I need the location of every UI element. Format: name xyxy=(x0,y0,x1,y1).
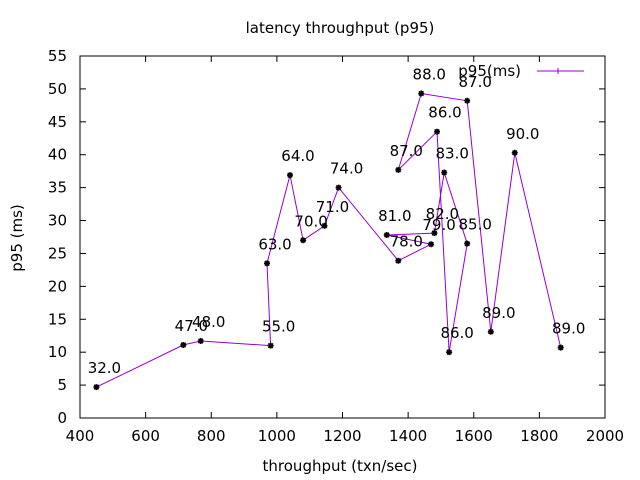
data-point xyxy=(418,90,425,97)
point-marker xyxy=(434,128,440,135)
data-label: 64.0 xyxy=(281,147,314,165)
data-label: 47.0 xyxy=(175,317,208,335)
x-tick-label: 2000 xyxy=(586,427,624,445)
point-marker xyxy=(335,184,342,191)
data-point xyxy=(197,337,204,344)
point-marker xyxy=(180,341,187,348)
data-point xyxy=(464,97,471,104)
data-point xyxy=(446,349,453,356)
data-label: 88.0 xyxy=(413,66,446,84)
y-tick-label: 55 xyxy=(48,47,67,65)
x-tick-label: 1200 xyxy=(323,427,361,445)
data-label: 74.0 xyxy=(330,160,363,178)
data-label: 32.0 xyxy=(88,359,121,377)
y-tick-label: 40 xyxy=(48,146,67,164)
point-marker xyxy=(428,241,435,248)
x-tick-label: 1800 xyxy=(520,427,558,445)
data-label: 87.0 xyxy=(390,142,423,160)
data-point xyxy=(383,232,390,239)
point-marker xyxy=(464,97,471,104)
y-tick-label: 50 xyxy=(48,80,67,98)
y-tick-label: 10 xyxy=(48,343,67,361)
legend-label: p95(ms) xyxy=(458,62,521,80)
plot-area: 400 600 800 1000 1200 1400 1600 1800 2000 0 5 10 15 2… xyxy=(48,47,624,445)
data-label: 86.0 xyxy=(428,104,461,122)
y-tick-label: 20 xyxy=(48,277,67,295)
point-marker xyxy=(197,337,204,344)
y-tick-label: 5 xyxy=(57,376,67,394)
data-point xyxy=(431,230,438,237)
y-tick-label: 15 xyxy=(48,310,67,328)
data-label: 86.0 xyxy=(440,324,473,342)
x-tick-label: 800 xyxy=(197,427,226,445)
data-label: 81.0 xyxy=(378,207,411,225)
data-point xyxy=(487,328,494,335)
data-label: 85.0 xyxy=(458,216,491,234)
data-point xyxy=(428,241,435,248)
data-label: 70.0 xyxy=(294,212,327,230)
data-point xyxy=(321,222,328,229)
data-point xyxy=(300,237,307,244)
data-label: 90.0 xyxy=(506,125,539,143)
data-label: 63.0 xyxy=(258,235,291,253)
point-marker xyxy=(287,172,293,179)
point-marker xyxy=(446,349,453,356)
point-marker xyxy=(487,328,494,335)
y-axis-title: p95 (ms) xyxy=(8,204,26,272)
y-tick-label: 30 xyxy=(48,212,67,230)
point-marker xyxy=(441,169,448,176)
data-point xyxy=(395,257,402,264)
y-tick-label: 25 xyxy=(48,244,67,262)
point-marker xyxy=(511,149,518,156)
data-label: 83.0 xyxy=(436,144,469,162)
plot-border xyxy=(79,55,606,419)
data-label: 87.0 xyxy=(458,73,491,91)
data-label: 82.0 xyxy=(426,205,459,223)
data-point xyxy=(264,260,271,267)
point-marker xyxy=(264,260,271,267)
data-point xyxy=(434,128,440,135)
data-label: 55.0 xyxy=(262,318,295,336)
data-point xyxy=(335,184,342,191)
data-label: 48.0 xyxy=(192,313,225,331)
point-marker xyxy=(431,230,438,237)
y-tick-label: 0 xyxy=(57,409,67,427)
data-point xyxy=(287,172,293,179)
series-line xyxy=(96,92,562,388)
data-label: 78.0 xyxy=(390,233,423,251)
data-point xyxy=(93,384,100,391)
data-point xyxy=(557,344,564,351)
x-tick-label: 1600 xyxy=(455,427,493,445)
point-marker xyxy=(300,237,307,244)
point-marker xyxy=(464,240,471,247)
data-point xyxy=(441,169,448,176)
point-marker xyxy=(418,90,425,97)
data-point xyxy=(511,149,518,156)
y-tick-label: 35 xyxy=(48,179,67,197)
x-tick-label: 1000 xyxy=(258,427,296,445)
data-label: 89.0 xyxy=(552,320,585,338)
x-axis-title: throughput (txn/sec) xyxy=(263,457,418,475)
data-point xyxy=(180,341,187,348)
data-label: 79.0 xyxy=(422,216,455,234)
point-marker xyxy=(321,222,328,229)
point-marker xyxy=(383,232,390,239)
data-point xyxy=(267,342,274,349)
chart-title: latency throughput (p95) xyxy=(246,19,435,37)
point-marker xyxy=(557,344,564,351)
data-point xyxy=(464,240,471,247)
data-label: 89.0 xyxy=(482,304,515,322)
point-marker xyxy=(395,166,402,173)
x-tick-label: 400 xyxy=(66,427,95,445)
data-label: 71.0 xyxy=(316,198,349,216)
y-tick-label: 45 xyxy=(48,113,67,131)
point-marker xyxy=(267,342,274,349)
x-tick-label: 600 xyxy=(131,427,160,445)
point-marker xyxy=(93,384,100,391)
data-point xyxy=(395,166,402,173)
point-marker xyxy=(395,257,402,264)
x-tick-label: 1400 xyxy=(389,427,427,445)
